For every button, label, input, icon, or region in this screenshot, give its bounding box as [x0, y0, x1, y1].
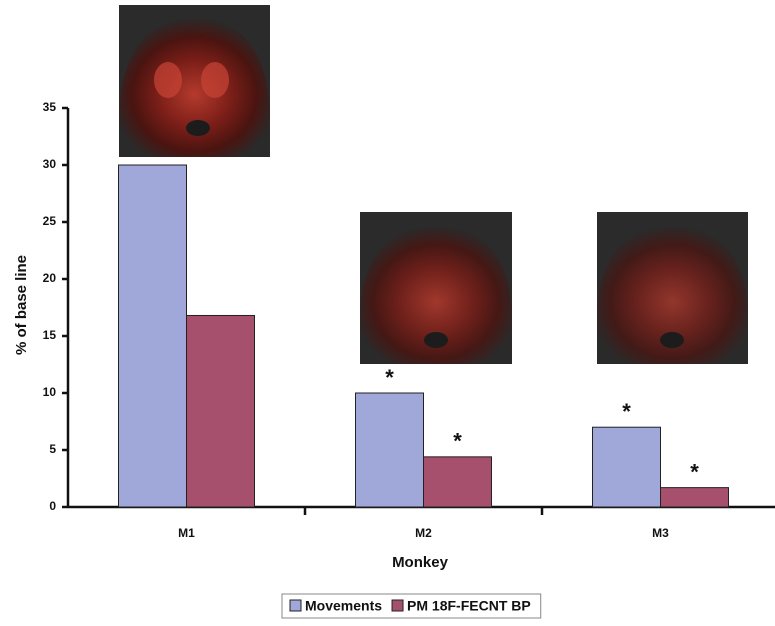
significance-marker: * [385, 365, 394, 390]
significance-marker: * [453, 429, 462, 454]
legend: Movements PM 18F-FECNT BP [282, 594, 541, 618]
bar [356, 393, 424, 507]
legend-label: Movements [305, 598, 382, 614]
y-tick-label: 5 [49, 442, 56, 456]
y-tick-label: 30 [43, 157, 57, 171]
bar [424, 457, 492, 507]
brain-image [360, 212, 512, 364]
bar [187, 315, 255, 507]
bar [661, 488, 729, 507]
y-tick-label: 0 [49, 499, 56, 513]
x-tick-label: M2 [415, 526, 432, 540]
y-tick-label: 15 [43, 328, 57, 342]
legend-label: PM 18F-FECNT BP [407, 598, 531, 614]
legend-swatch [392, 600, 403, 611]
y-tick-label: 20 [43, 271, 57, 285]
significance-marker: * [690, 459, 699, 484]
x-axis-label: Monkey [392, 554, 449, 571]
significance-marker: * [622, 399, 631, 424]
x-tick-label: M3 [652, 526, 669, 540]
y-tick-label: 35 [43, 100, 57, 114]
x-tick-label: M1 [178, 526, 195, 540]
bar [593, 427, 661, 507]
chart: Monkey % of base line 0 5 10 15 20 25 30 35 M1 M2… [0, 0, 775, 621]
y-axis-label: % of base line [13, 255, 30, 355]
y-tick-label: 25 [43, 214, 57, 228]
legend-swatch [290, 600, 301, 611]
bar [119, 165, 187, 507]
brain-image [119, 5, 270, 157]
y-tick-label: 10 [43, 385, 57, 399]
brain-image [597, 212, 748, 364]
